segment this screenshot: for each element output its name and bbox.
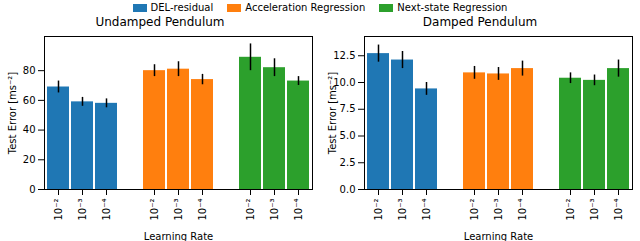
svg-text:10⁻²: 10⁻²	[53, 199, 64, 221]
svg-text:Test Error [ms⁻²]: Test Error [ms⁻²]	[7, 72, 18, 156]
svg-text:10⁻⁴: 10⁻⁴	[421, 199, 432, 221]
svg-text:10⁻²: 10⁻²	[565, 199, 576, 221]
html-text:DEL-residual: DEL-residual	[150, 2, 214, 13]
svg-text:20: 20	[23, 154, 36, 165]
svg-text:10⁻³: 10⁻³	[589, 199, 600, 221]
svg-text:12.5: 12.5	[333, 50, 355, 61]
svg-text:10⁻²: 10⁻²	[469, 199, 480, 221]
svg-text:10⁻³: 10⁻³	[173, 199, 184, 221]
svg-text:10⁻³: 10⁻³	[77, 199, 88, 221]
svg-text:10⁻⁴: 10⁻⁴	[613, 199, 624, 221]
html-text:Next-state Regression: Next-state Regression	[397, 2, 508, 13]
svg-text:10⁻²: 10⁻²	[373, 199, 384, 221]
svg-text:60: 60	[23, 95, 36, 106]
svg-text:10⁻²: 10⁻²	[149, 199, 160, 221]
svg-text:0: 0	[29, 184, 35, 195]
svg-text:10⁻⁴: 10⁻⁴	[517, 199, 528, 221]
svg-text:10⁻⁴: 10⁻⁴	[197, 199, 208, 221]
svg-text:10⁻⁴: 10⁻⁴	[101, 199, 112, 221]
svg-text:10⁻⁴: 10⁻⁴	[293, 199, 304, 221]
svg-text:5.0: 5.0	[340, 130, 356, 141]
html-text:Acceleration Regression: Acceleration Regression	[245, 2, 366, 13]
svg-text:80: 80	[23, 65, 36, 76]
svg-text:0.0: 0.0	[340, 184, 356, 195]
svg-text:10⁻³: 10⁻³	[269, 199, 280, 221]
svg-text:10⁻³: 10⁻³	[397, 199, 408, 221]
html-text:Damped Pendulum: Damped Pendulum	[422, 15, 538, 29]
svg-text:10.0: 10.0	[333, 76, 356, 88]
svg-text:Test Error [ms⁻²]: Test Error [ms⁻²]	[327, 72, 338, 156]
svg-text:10⁻³: 10⁻³	[493, 199, 504, 221]
svg-text:2.5: 2.5	[340, 157, 356, 168]
html-text:Undamped Pendulum: Undamped Pendulum	[95, 15, 225, 29]
svg-text:7.5: 7.5	[340, 103, 356, 114]
svg-text:Learning Rate: Learning Rate	[464, 231, 534, 241]
svg-text:10⁻²: 10⁻²	[245, 199, 256, 221]
svg-text:40: 40	[23, 124, 36, 135]
svg-text:Learning Rate: Learning Rate	[144, 231, 214, 241]
